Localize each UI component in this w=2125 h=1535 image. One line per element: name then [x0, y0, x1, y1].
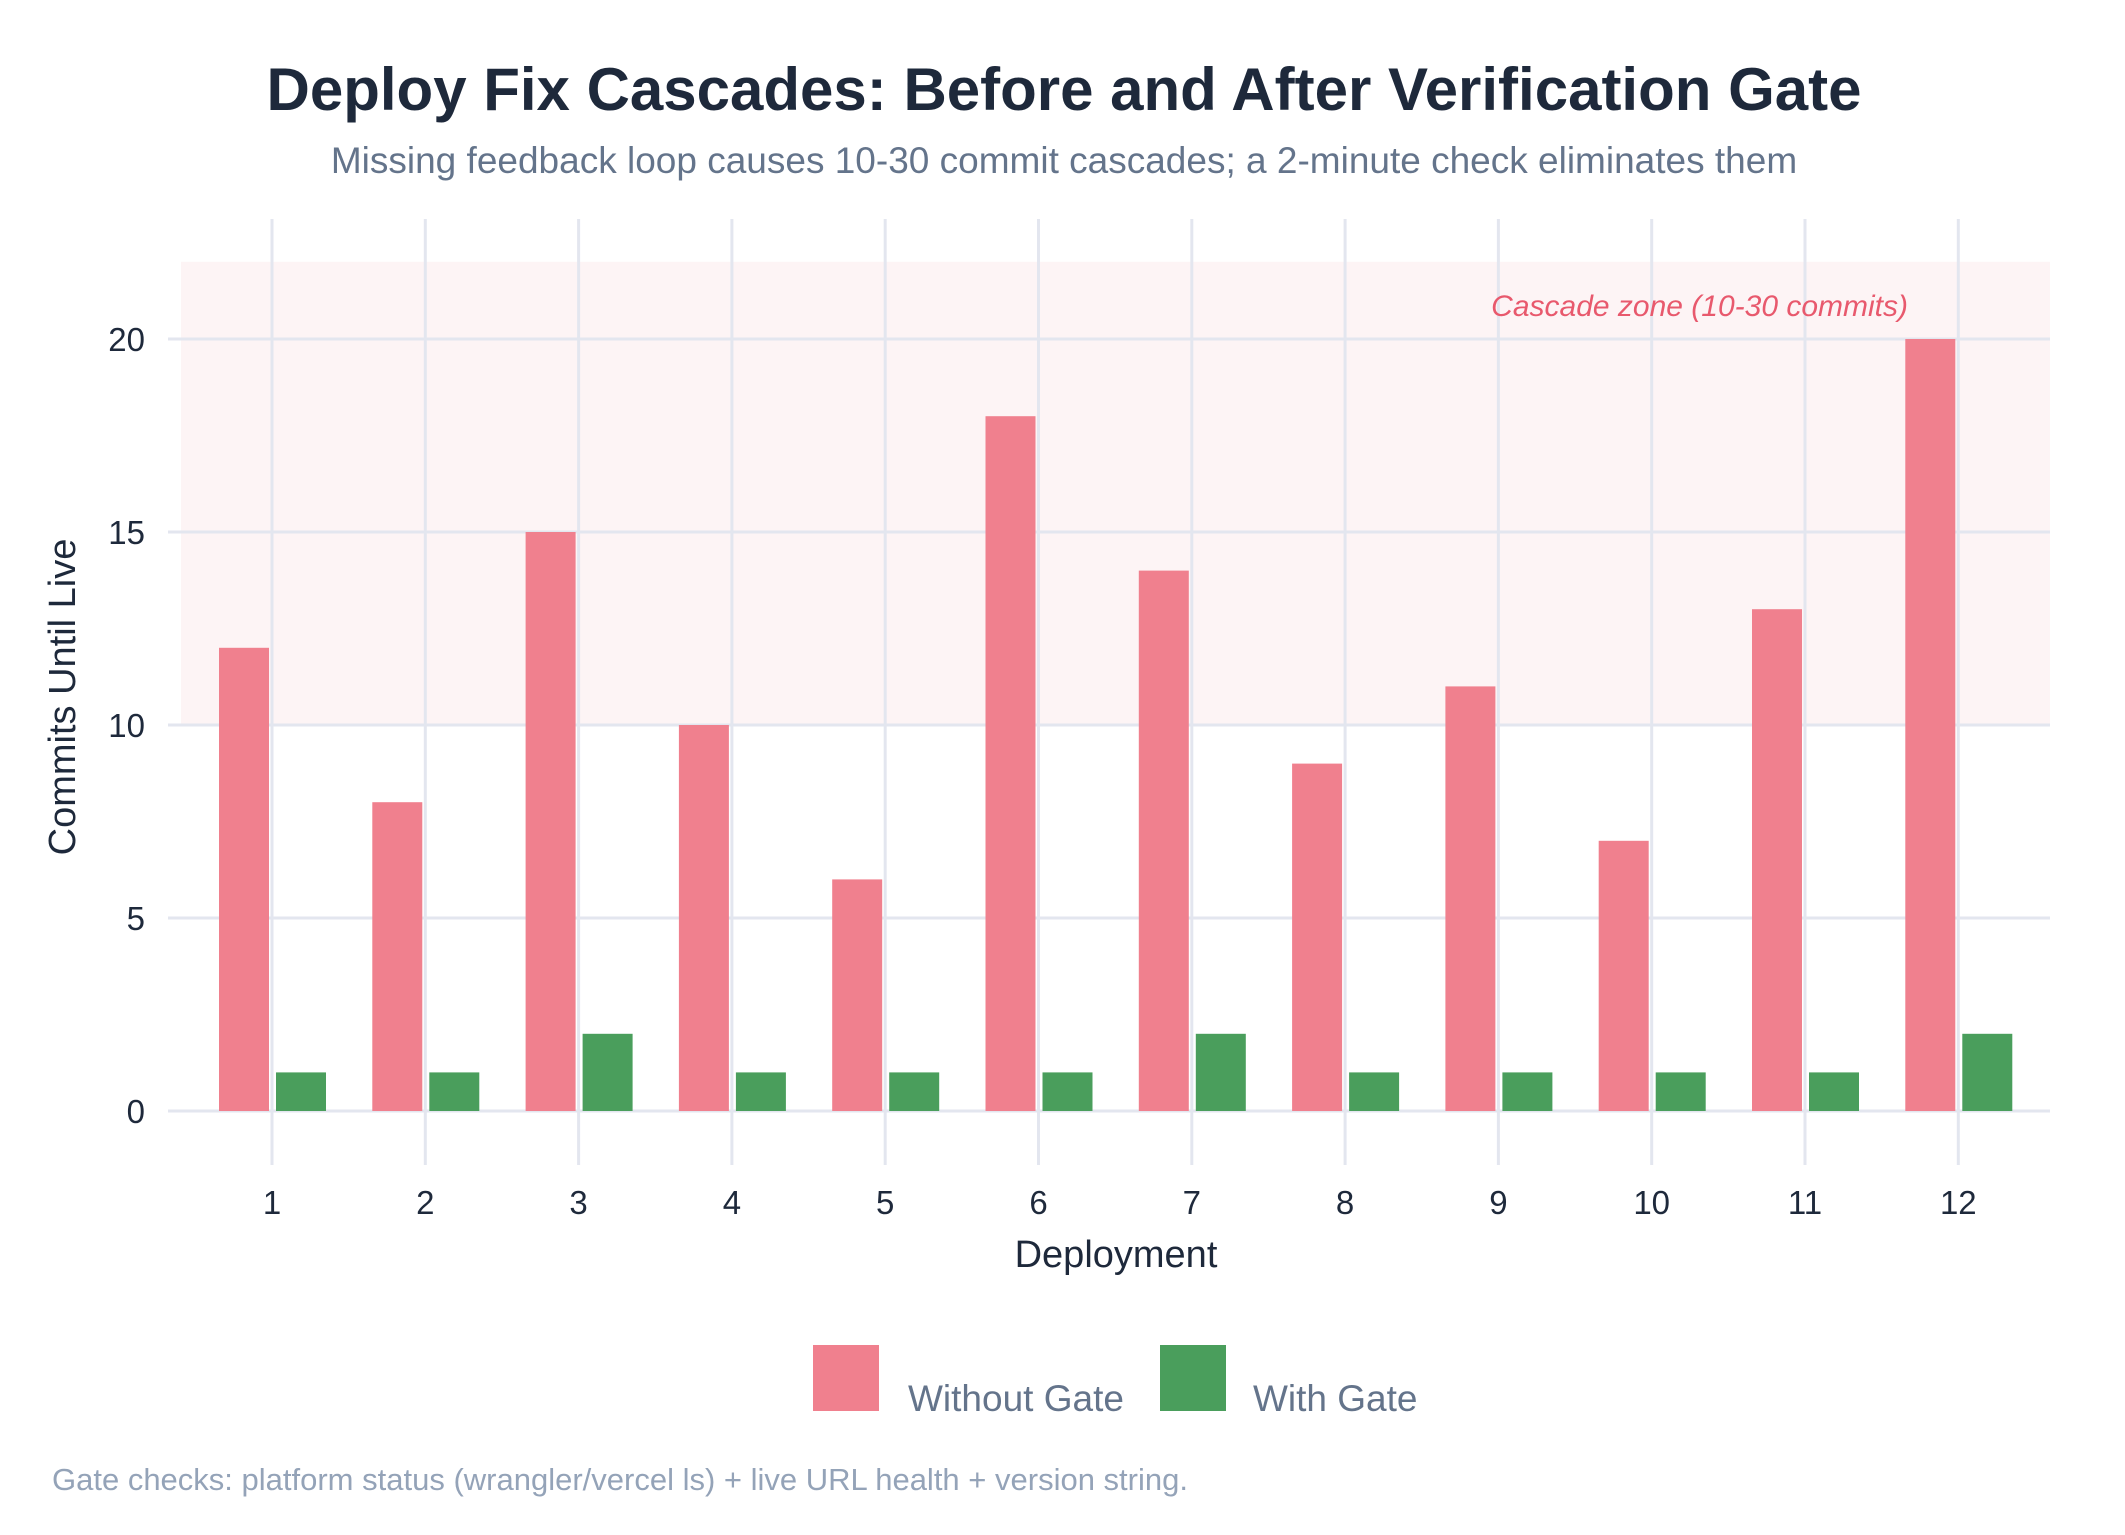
- bar-without-gate-12: [1905, 339, 1956, 1111]
- x-tick-label: 9: [1489, 1184, 1507, 1221]
- bar-without-gate-11: [1752, 609, 1802, 1111]
- x-tick-label: 7: [1183, 1184, 1201, 1221]
- bar-with-gate-8: [1349, 1072, 1400, 1111]
- y-tick-label: 10: [108, 707, 145, 744]
- chart-title: Deploy Fix Cascades: Before and After Ve…: [267, 56, 1862, 123]
- legend-swatch-without-gate: [813, 1345, 879, 1411]
- x-tick-label: 5: [876, 1184, 894, 1221]
- bar-with-gate-4: [735, 1072, 786, 1111]
- bar-with-gate-9: [1502, 1072, 1553, 1111]
- bar-without-gate-4: [678, 725, 729, 1111]
- x-tick-label: 4: [723, 1184, 741, 1221]
- bar-without-gate-9: [1445, 686, 1496, 1111]
- legend-label-with-gate: With Gate: [1253, 1378, 1418, 1419]
- bar-without-gate-5: [832, 879, 883, 1111]
- y-tick-label: 0: [127, 1093, 145, 1130]
- bar-without-gate-8: [1292, 763, 1343, 1111]
- bar-with-gate-7: [1195, 1033, 1246, 1111]
- bar-with-gate-6: [1042, 1072, 1093, 1111]
- x-tick-label: 1: [263, 1184, 281, 1221]
- bar-without-gate-10: [1598, 840, 1649, 1111]
- y-axis-label: Commits Until Live: [42, 539, 84, 856]
- bar-without-gate-2: [372, 802, 423, 1111]
- chart-subtitle: Missing feedback loop causes 10-30 commi…: [331, 140, 1797, 181]
- bar-with-gate-3: [582, 1033, 633, 1111]
- y-tick-label: 15: [108, 514, 145, 551]
- legend: Without Gate With Gate: [813, 1345, 1418, 1419]
- legend-label-without-gate: Without Gate: [908, 1378, 1124, 1419]
- x-axis-label: Deployment: [1015, 1234, 1218, 1276]
- bar-with-gate-2: [429, 1072, 480, 1111]
- x-tick-label: 8: [1336, 1184, 1354, 1221]
- footer-note: Gate checks: platform status (wrangler/v…: [52, 1462, 1188, 1497]
- bar-without-gate-7: [1138, 570, 1189, 1111]
- bar-without-gate-6: [985, 416, 1036, 1111]
- bar-with-gate-12: [1962, 1033, 2013, 1111]
- y-tick-label: 5: [127, 900, 145, 937]
- x-tick-label: 11: [1788, 1184, 1822, 1221]
- x-tick-label: 2: [416, 1184, 434, 1221]
- bar-with-gate-10: [1655, 1072, 1706, 1111]
- x-tick-label: 10: [1633, 1184, 1670, 1221]
- bar-with-gate-1: [276, 1072, 326, 1111]
- bar-with-gate-5: [889, 1072, 940, 1111]
- x-tick-label: 12: [1940, 1184, 1977, 1221]
- bar-with-gate-11: [1809, 1072, 1859, 1111]
- x-tick-label: 6: [1029, 1184, 1047, 1221]
- y-tick-label: 20: [108, 321, 145, 358]
- cascade-zone-label: Cascade zone (10-30 commits): [1491, 290, 1908, 323]
- bar-without-gate-1: [219, 647, 269, 1111]
- legend-swatch-with-gate: [1160, 1345, 1226, 1411]
- x-tick-label: 3: [569, 1184, 587, 1221]
- bar-without-gate-3: [525, 532, 576, 1111]
